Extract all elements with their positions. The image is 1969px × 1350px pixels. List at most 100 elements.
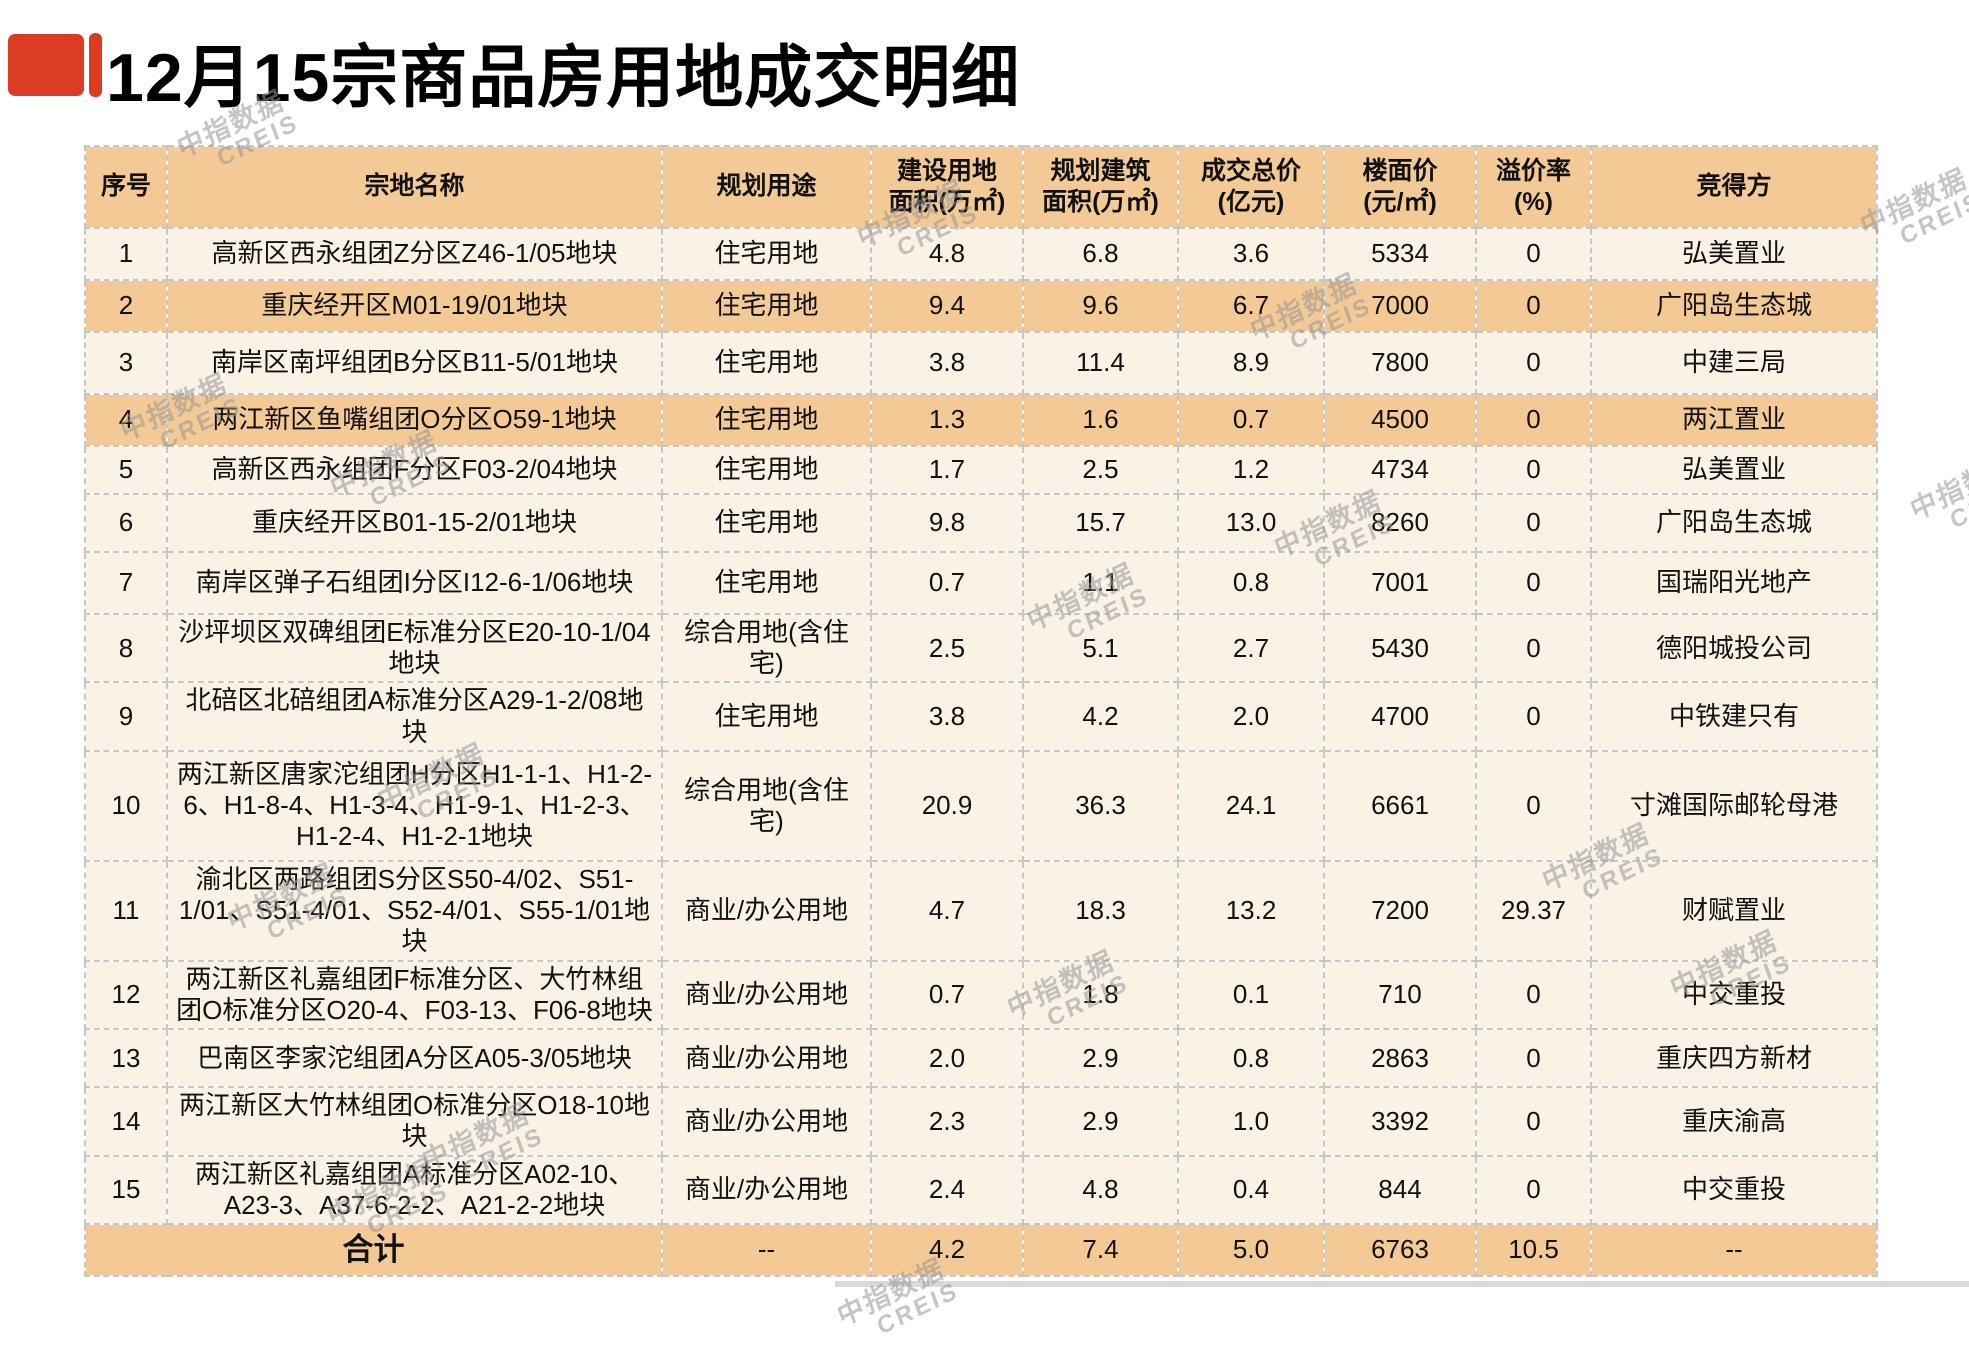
cell-land-area: 2.3 bbox=[870, 1086, 1024, 1157]
cell-build-area: 5.1 bbox=[1022, 612, 1179, 684]
cell-winner: 中交重投 bbox=[1590, 1154, 1878, 1225]
cell-winner: 中交重投 bbox=[1590, 959, 1878, 1031]
watermark-text-en: CREIS bbox=[1896, 186, 1969, 251]
column-header: 溢价率 (%) bbox=[1475, 145, 1592, 229]
cell-build-area: 2.9 bbox=[1022, 1086, 1179, 1157]
table-row: 3 南岸区南坪组团B分区B11-5/01地块 住宅用地 3.8 11.4 8.9 7800 0… bbox=[84, 331, 1878, 395]
cell-build-area: 2.9 bbox=[1022, 1028, 1179, 1089]
cell-total-price: 8.9 bbox=[1177, 331, 1325, 395]
cell-build-area: 4.8 bbox=[1022, 1154, 1179, 1225]
cell-build-area: 2.5 bbox=[1022, 445, 1179, 495]
table-footer: 合计 -- 4.2 7.4 5.0 6763 10.5 -- bbox=[84, 1222, 1878, 1277]
table-row: 4 两江新区鱼嘴组团O分区O59-1地块 住宅用地 1.3 1.6 0.7 4500 0 两江置… bbox=[84, 393, 1878, 447]
cell-land-area: 1.7 bbox=[870, 445, 1024, 495]
cell-premium: 0 bbox=[1475, 681, 1592, 752]
cell-floor-price: 2863 bbox=[1323, 1028, 1477, 1089]
bottom-divider-bar bbox=[835, 1281, 1969, 1287]
total-row: 合计 -- 4.2 7.4 5.0 6763 10.5 -- bbox=[84, 1222, 1878, 1277]
cell-name: 两江新区礼嘉组团A标准分区A02-10、A23-3、A37-6-2-2、A21-… bbox=[166, 1154, 663, 1225]
table-row: 12 两江新区礼嘉组团F标准分区、大竹林组团O标准分区O20-4、F03-13、F… bbox=[84, 959, 1878, 1031]
total-build-area: 7.4 bbox=[1022, 1222, 1179, 1277]
cell-name: 北碚区北碚组团A标准分区A29-1-2/08地块 bbox=[166, 681, 663, 752]
cell-winner: 德阳城投公司 bbox=[1590, 612, 1878, 684]
cell-build-area: 11.4 bbox=[1022, 331, 1179, 395]
title-accent-square bbox=[8, 34, 84, 96]
cell-no: 1 bbox=[84, 227, 168, 281]
cell-land-area: 3.8 bbox=[870, 331, 1024, 395]
cell-floor-price: 844 bbox=[1323, 1154, 1477, 1225]
page-title: 12月15宗商品房用地成交明细 bbox=[106, 40, 1021, 116]
cell-total-price: 1.2 bbox=[1177, 445, 1325, 495]
cell-build-area: 1.1 bbox=[1022, 551, 1179, 615]
watermark-text-en: CREIS bbox=[1946, 470, 1969, 535]
cell-premium: 0 bbox=[1475, 959, 1592, 1031]
cell-floor-price: 4700 bbox=[1323, 681, 1477, 752]
cell-build-area: 6.8 bbox=[1022, 227, 1179, 281]
cell-use: 商业/办公用地 bbox=[661, 859, 872, 962]
total-floor-price: 6763 bbox=[1323, 1222, 1477, 1277]
cell-use: 综合用地(含住宅) bbox=[661, 749, 872, 862]
cell-floor-price: 5334 bbox=[1323, 227, 1477, 281]
watermark-text-cn: 中指数据 bbox=[1906, 446, 1969, 526]
cell-land-area: 2.4 bbox=[870, 1154, 1024, 1225]
column-header: 建设用地 面积(万㎡) bbox=[870, 145, 1024, 229]
cell-land-area: 3.8 bbox=[870, 681, 1024, 752]
cell-total-price: 0.8 bbox=[1177, 1028, 1325, 1089]
column-header: 规划建筑 面积(万㎡) bbox=[1022, 145, 1179, 229]
table-row: 11 渝北区两路组团S分区S50-4/02、S51-1/01、S51-4/01、S… bbox=[84, 859, 1878, 962]
cell-use: 住宅用地 bbox=[661, 551, 872, 615]
cell-name: 两江新区鱼嘴组团O分区O59-1地块 bbox=[166, 393, 663, 447]
header-row: 序号 宗地名称 规划用途 建设用地 面积(万㎡) 规划建筑 面积(万㎡) 成交总价 (亿元… bbox=[84, 145, 1878, 229]
cell-build-area: 1.6 bbox=[1022, 393, 1179, 447]
cell-land-area: 2.5 bbox=[870, 612, 1024, 684]
table-row: 6 重庆经开区B01-15-2/01地块 住宅用地 9.8 15.7 13.0 8260 0 广… bbox=[84, 493, 1878, 553]
cell-no: 4 bbox=[84, 393, 168, 447]
cell-use: 商业/办公用地 bbox=[661, 1086, 872, 1157]
table-row: 13 巴南区李家沱组团A分区A05-3/05地块 商业/办公用地 2.0 2.9 0.8 2… bbox=[84, 1028, 1878, 1089]
cell-premium: 0 bbox=[1475, 749, 1592, 862]
cell-winner: 国瑞阳光地产 bbox=[1590, 551, 1878, 615]
cell-total-price: 2.7 bbox=[1177, 612, 1325, 684]
cell-no: 12 bbox=[84, 959, 168, 1031]
cell-use: 综合用地(含住宅) bbox=[661, 612, 872, 684]
cell-no: 3 bbox=[84, 331, 168, 395]
cell-total-price: 0.4 bbox=[1177, 1154, 1325, 1225]
cell-total-price: 0.1 bbox=[1177, 959, 1325, 1031]
cell-name: 沙坪坝区双碑组团E标准分区E20-10-1/04地块 bbox=[166, 612, 663, 684]
cell-floor-price: 6661 bbox=[1323, 749, 1477, 862]
cell-premium: 0 bbox=[1475, 1154, 1592, 1225]
cell-use: 住宅用地 bbox=[661, 227, 872, 281]
table-row: 2 重庆经开区M01-19/01地块 住宅用地 9.4 9.6 6.7 7000 0 广阳岛生态… bbox=[84, 279, 1878, 333]
cell-no: 7 bbox=[84, 551, 168, 615]
table-body: 1 高新区西永组团Z分区Z46-1/05地块 住宅用地 4.8 6.8 3.6 5334 0 弘… bbox=[84, 227, 1878, 1225]
table-row: 7 南岸区弹子石组团I分区I12-6-1/06地块 住宅用地 0.7 1.1 0.8 700… bbox=[84, 551, 1878, 615]
column-header: 楼面价 (元/㎡) bbox=[1323, 145, 1477, 229]
cell-name: 高新区西永组团Z分区Z46-1/05地块 bbox=[166, 227, 663, 281]
total-use: -- bbox=[661, 1222, 872, 1277]
cell-total-price: 13.2 bbox=[1177, 859, 1325, 962]
title-accent-bar bbox=[89, 33, 102, 97]
cell-use: 住宅用地 bbox=[661, 331, 872, 395]
cell-winner: 中建三局 bbox=[1590, 331, 1878, 395]
cell-name: 两江新区唐家沱组团H分区H1-1-1、H1-2-6、H1-8-4、H1-3-4、… bbox=[166, 749, 663, 862]
cell-no: 10 bbox=[84, 749, 168, 862]
cell-name: 两江新区大竹林组团O标准分区O18-10地块 bbox=[166, 1086, 663, 1157]
total-winner: -- bbox=[1590, 1222, 1878, 1277]
column-header: 成交总价 (亿元) bbox=[1177, 145, 1325, 229]
cell-premium: 0 bbox=[1475, 551, 1592, 615]
cell-total-price: 0.8 bbox=[1177, 551, 1325, 615]
cell-no: 5 bbox=[84, 445, 168, 495]
total-land-area: 4.2 bbox=[870, 1222, 1024, 1277]
cell-build-area: 9.6 bbox=[1022, 279, 1179, 333]
column-header: 竞得方 bbox=[1590, 145, 1878, 229]
cell-total-price: 1.0 bbox=[1177, 1086, 1325, 1157]
cell-no: 6 bbox=[84, 493, 168, 553]
cell-build-area: 18.3 bbox=[1022, 859, 1179, 962]
cell-build-area: 1.8 bbox=[1022, 959, 1179, 1031]
cell-premium: 0 bbox=[1475, 445, 1592, 495]
cell-name: 南岸区弹子石组团I分区I12-6-1/06地块 bbox=[166, 551, 663, 615]
cell-build-area: 36.3 bbox=[1022, 749, 1179, 862]
cell-winner: 中铁建只有 bbox=[1590, 681, 1878, 752]
cell-name: 重庆经开区M01-19/01地块 bbox=[166, 279, 663, 333]
cell-use: 住宅用地 bbox=[661, 393, 872, 447]
